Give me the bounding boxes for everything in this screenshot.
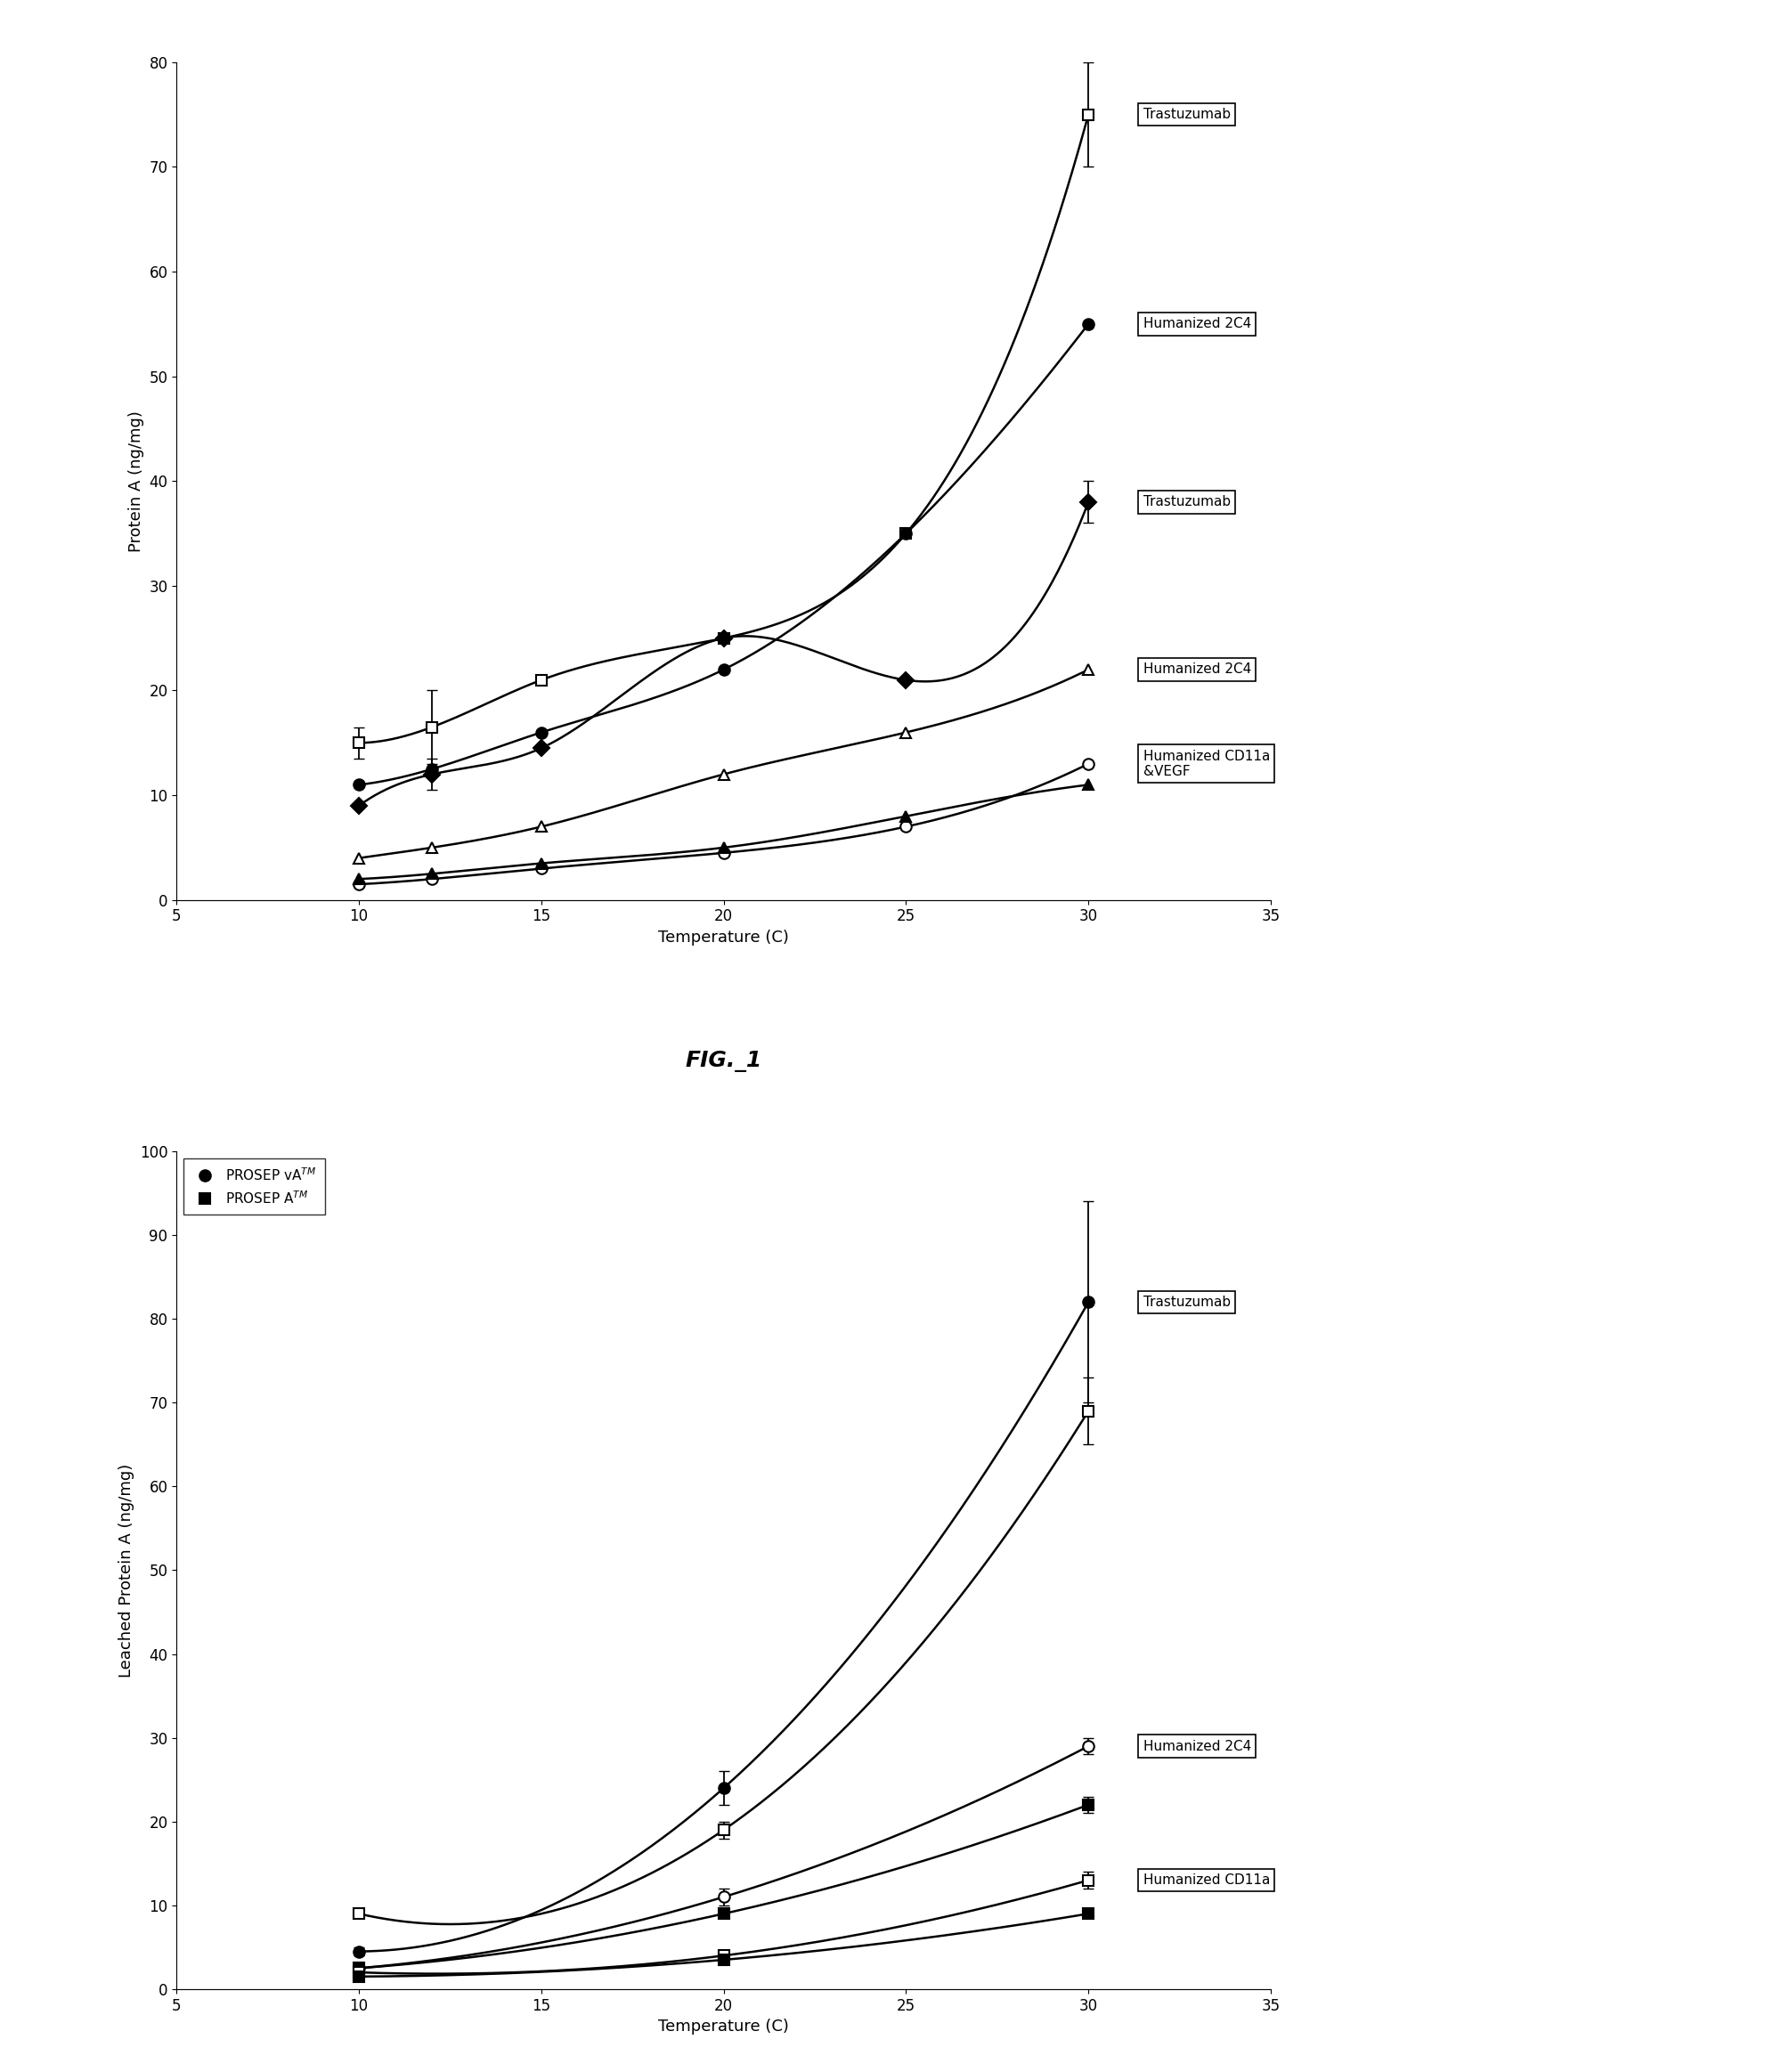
Text: Humanized CD11a: Humanized CD11a bbox=[1144, 1873, 1271, 1888]
Y-axis label: Protein A (ng/mg): Protein A (ng/mg) bbox=[129, 410, 145, 551]
Text: Trastuzumab: Trastuzumab bbox=[1144, 1295, 1230, 1310]
Text: FIG._1: FIG._1 bbox=[685, 1051, 762, 1071]
Text: Trastuzumab: Trastuzumab bbox=[1144, 495, 1230, 510]
Y-axis label: Leached Protein A (ng/mg): Leached Protein A (ng/mg) bbox=[118, 1463, 134, 1676]
X-axis label: Temperature (C): Temperature (C) bbox=[658, 2018, 789, 2035]
Text: Humanized CD11a
&VEGF: Humanized CD11a &VEGF bbox=[1144, 750, 1271, 779]
Legend: PROSEP vA$^{TM}$, PROSEP A$^{TM}$: PROSEP vA$^{TM}$, PROSEP A$^{TM}$ bbox=[184, 1158, 325, 1214]
Text: Humanized 2C4: Humanized 2C4 bbox=[1144, 663, 1251, 675]
X-axis label: Temperature (C): Temperature (C) bbox=[658, 930, 789, 945]
Text: Humanized 2C4: Humanized 2C4 bbox=[1144, 317, 1251, 332]
Text: Humanized 2C4: Humanized 2C4 bbox=[1144, 1740, 1251, 1753]
Text: Trastuzumab: Trastuzumab bbox=[1144, 108, 1230, 120]
